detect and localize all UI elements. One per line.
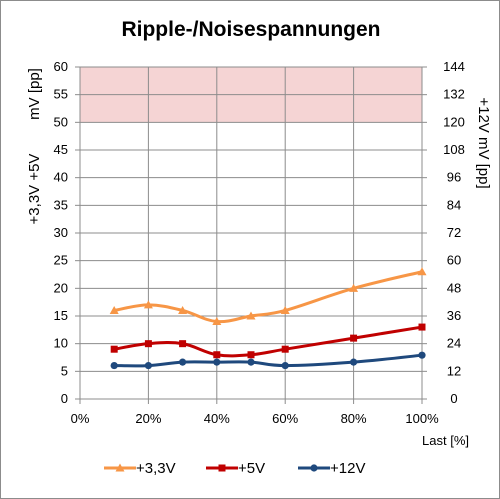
x-tick-label: 0%: [71, 411, 90, 426]
y-tick-label-left: 55: [54, 87, 68, 102]
series-5v-point: [418, 323, 426, 331]
y-axis-left-label: +3,3V +5V: [26, 154, 43, 225]
legend: +3,3V +5V +12V: [104, 460, 365, 477]
x-axis-label: Last [%]: [422, 433, 469, 448]
series-5v-point: [350, 334, 358, 342]
x-tick-label: 80%: [341, 411, 367, 426]
x-tick-label: 100%: [405, 411, 439, 426]
y-axis-right-label: +12V mV [pp]: [475, 97, 492, 188]
y-tick-label-right: 12: [447, 363, 461, 378]
y-tick-label-right: 60: [447, 253, 461, 268]
series-33v-point: [109, 305, 119, 314]
series-12v-point: [144, 361, 152, 370]
series-12v-line: [114, 353, 423, 368]
legend-33v: +3,3V: [104, 460, 176, 477]
y-axis-left-unit-label: mV [pp]: [26, 68, 43, 120]
y-tick-label-right: 72: [447, 225, 461, 240]
y-tick-label-left: 5: [61, 363, 68, 378]
series-5v-point: [281, 345, 289, 353]
legend-5v-label: +5V: [238, 460, 265, 477]
y-tick-label-right: 24: [447, 336, 461, 351]
y-tick-label-left: 30: [54, 225, 68, 240]
axes-layer: 0 5 10 15 20 25 30 35 40 45 50 55 60 0 12 24 36 48 60 72 84 9…: [54, 59, 465, 426]
series-12v-point: [281, 361, 289, 370]
y-tick-label-right: 36: [447, 308, 461, 323]
series-5v: [110, 323, 426, 359]
series-12v-point: [247, 358, 255, 366]
series-5v-point: [144, 340, 152, 348]
series-33v-point: [417, 267, 427, 276]
y-tick-label-right: 108: [443, 142, 465, 157]
series-12v-point: [213, 358, 221, 366]
x-tick-label: 60%: [272, 411, 298, 426]
y-tick-label-left: 45: [54, 142, 68, 157]
legend-12v-label: +12V: [330, 460, 365, 477]
y-tick-label-left: 35: [54, 197, 68, 212]
series-12v-point: [418, 351, 426, 359]
series-33v-point: [349, 283, 359, 292]
y-tick-label-left: 0: [61, 391, 68, 406]
series-5v-point: [179, 340, 187, 348]
chart-title: Ripple-/Noisespannungen: [121, 18, 380, 41]
y-tick-label-right: 120: [443, 114, 465, 129]
series-33v-point: [212, 317, 222, 326]
x-tick-label: 40%: [204, 411, 230, 426]
y-tick-label-right: 84: [447, 197, 461, 212]
y-tick-label-right: 48: [447, 280, 461, 295]
legend-33v-label: +3,3V: [136, 460, 176, 477]
y-tick-label-left: 50: [54, 114, 68, 129]
series-33v-point: [280, 305, 290, 314]
y-tick-label-left: 40: [54, 170, 68, 185]
legend-12v: +12V: [298, 460, 365, 477]
y-tick-label-left: 60: [54, 59, 68, 74]
y-tick-label-right: 144: [443, 59, 465, 74]
series-33v-line: [113, 270, 423, 324]
series-12v-point: [350, 358, 358, 366]
legend-12v-marker: [310, 464, 318, 472]
gridlines: [80, 66, 423, 399]
legend-33v-marker: [115, 463, 125, 472]
series-5v-point: [213, 351, 221, 359]
x-tick-label: 20%: [135, 411, 161, 426]
series-5v-point: [247, 351, 255, 359]
legend-5v: +5V: [206, 460, 265, 477]
series-12v-point: [179, 358, 187, 366]
legend-5v-marker: [218, 464, 226, 472]
y-tick-label-left: 15: [54, 308, 68, 323]
series-5v-point: [110, 345, 118, 353]
y-tick-label-right: 0: [450, 391, 457, 406]
series-12v: [110, 351, 426, 370]
series-33v: [109, 267, 427, 326]
y-tick-label-left: 10: [54, 336, 68, 351]
y-tick-label-right: 96: [447, 170, 461, 185]
y-tick-label-left: 25: [54, 253, 68, 268]
series-33v-point: [246, 311, 256, 320]
series-layer: [109, 267, 427, 370]
series-12v-point: [110, 361, 118, 370]
y-tick-label-right: 132: [443, 87, 465, 102]
y-tick-label-left: 20: [54, 280, 68, 295]
series-33v-point: [178, 305, 188, 314]
series-33v-point: [143, 300, 153, 309]
series-5v-line: [113, 325, 423, 358]
